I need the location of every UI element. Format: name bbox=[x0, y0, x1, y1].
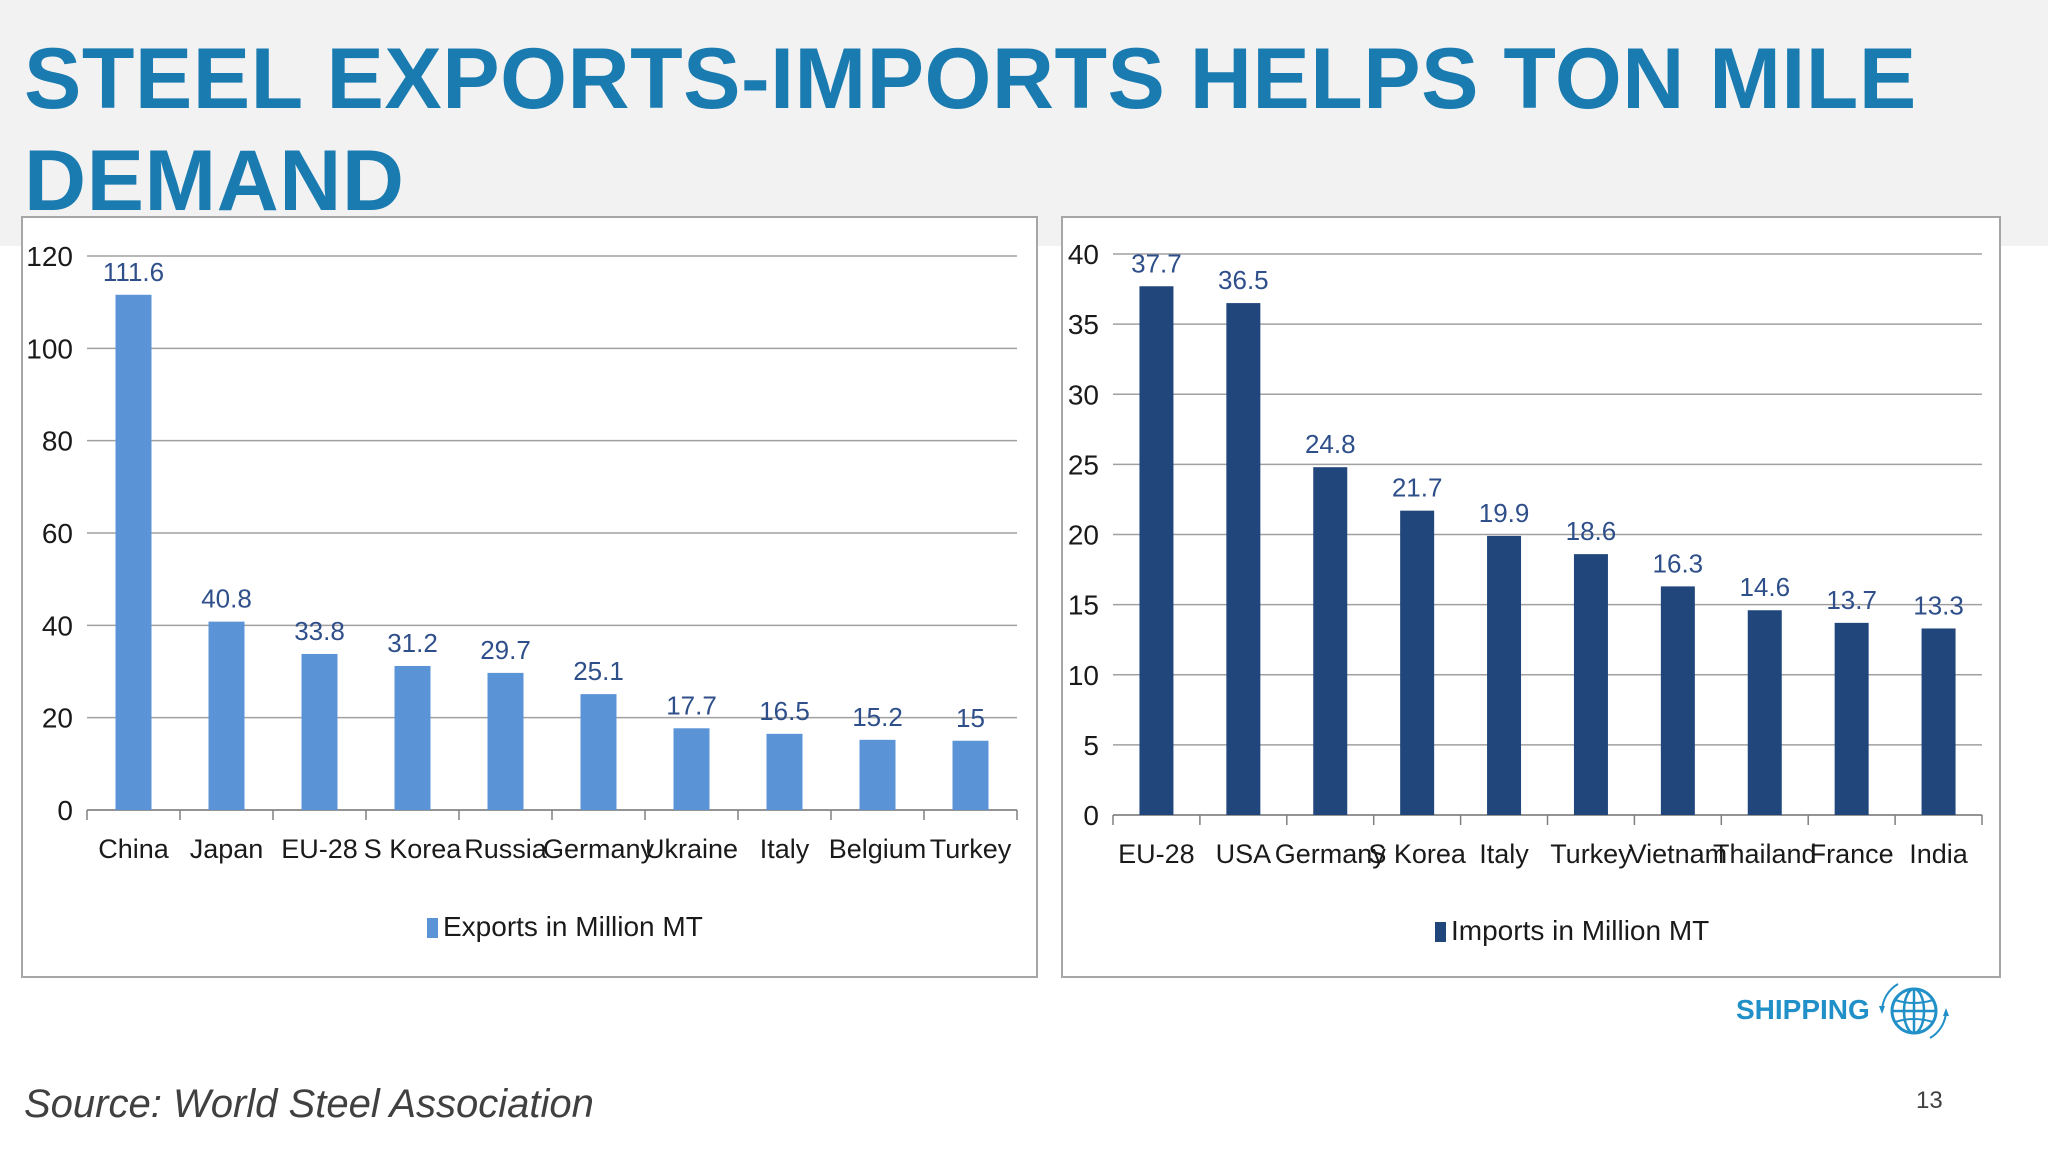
bar bbox=[487, 672, 524, 810]
imports-bar-chart: 0 5 10 15 20 25 30 35 40 37.7 EU-28 36.5 USA 24.8 Germ… bbox=[1068, 239, 1983, 946]
category-label: S Korea bbox=[364, 834, 463, 864]
data-label: 13.7 bbox=[1826, 585, 1877, 615]
category-label: USA bbox=[1216, 839, 1272, 869]
legend-swatch bbox=[427, 918, 438, 938]
category-label: Italy bbox=[1479, 839, 1529, 869]
y-tick-label: 35 bbox=[1068, 309, 1099, 340]
category-label: EU-28 bbox=[1118, 839, 1195, 869]
data-label: 16.5 bbox=[759, 696, 810, 726]
exports-bar-chart: 0 20 40 60 80 100 120 111.6 China 40.8 Japan 33.8 EU… bbox=[26, 241, 1018, 942]
bar bbox=[208, 621, 245, 810]
category-label: Ukraine bbox=[645, 834, 738, 864]
bar bbox=[394, 665, 431, 810]
brand-label: SHIPPING bbox=[1736, 994, 1870, 1025]
legend-label: Imports in Million MT bbox=[1451, 915, 1709, 946]
bar bbox=[1313, 467, 1348, 815]
bar bbox=[301, 653, 338, 810]
data-label: 37.7 bbox=[1131, 248, 1182, 278]
slide-title: STEEL EXPORTS-IMPORTS HELPS TON MILE DEM… bbox=[24, 31, 1917, 229]
y-tick-label: 20 bbox=[1068, 520, 1099, 551]
bar bbox=[1400, 510, 1435, 815]
category-label: Japan bbox=[190, 834, 264, 864]
y-tick-label: 40 bbox=[1068, 239, 1099, 270]
y-tick-label: 25 bbox=[1068, 449, 1099, 480]
data-label: 15.2 bbox=[852, 702, 903, 732]
bar bbox=[1660, 586, 1695, 815]
data-label: 29.7 bbox=[480, 635, 531, 665]
y-tick-label: 15 bbox=[1068, 590, 1099, 621]
category-label: Thailand bbox=[1713, 839, 1817, 869]
category-label: Turkey bbox=[930, 834, 1012, 864]
y-tick-label: 120 bbox=[26, 241, 73, 272]
globe-icon bbox=[1879, 983, 1949, 1039]
bar bbox=[115, 294, 152, 810]
category-label: Italy bbox=[760, 834, 810, 864]
bar bbox=[1747, 610, 1782, 815]
y-tick-label: 20 bbox=[42, 703, 73, 734]
data-label: 111.6 bbox=[103, 257, 164, 287]
bar bbox=[859, 739, 896, 810]
category-label: Belgium bbox=[829, 834, 927, 864]
bar bbox=[1573, 554, 1608, 815]
bar bbox=[952, 740, 989, 810]
category-label: Russia bbox=[464, 834, 548, 864]
data-label: 18.6 bbox=[1566, 516, 1617, 546]
header-band bbox=[0, 0, 2048, 246]
bar bbox=[673, 728, 710, 810]
y-tick-label: 40 bbox=[42, 610, 73, 641]
data-label: 21.7 bbox=[1392, 473, 1443, 503]
legend: Exports in Million MT bbox=[427, 911, 703, 942]
bar bbox=[580, 694, 617, 810]
y-tick-label: 5 bbox=[1083, 730, 1099, 761]
data-label: 17.7 bbox=[666, 690, 717, 720]
brand-logo: SHIPPING bbox=[1736, 976, 1956, 1046]
y-tick-label: 0 bbox=[1083, 800, 1099, 831]
data-label: 36.5 bbox=[1218, 265, 1269, 295]
legend-label: Exports in Million MT bbox=[443, 911, 703, 942]
bar bbox=[1834, 622, 1869, 815]
legend: Imports in Million MT bbox=[1435, 915, 1709, 946]
data-label: 19.9 bbox=[1479, 498, 1530, 528]
data-label: 40.8 bbox=[201, 584, 252, 614]
imports-chart-panel: 0 5 10 15 20 25 30 35 40 37.7 EU-28 36.5 USA 24.8 Germ… bbox=[1061, 216, 2001, 978]
data-label: 25.1 bbox=[573, 656, 624, 686]
data-label: 24.8 bbox=[1305, 429, 1356, 459]
category-label: S Korea bbox=[1368, 839, 1467, 869]
bar bbox=[1226, 303, 1261, 815]
bar bbox=[1487, 535, 1522, 815]
y-tick-label: 80 bbox=[42, 426, 73, 457]
y-tick-label: 10 bbox=[1068, 660, 1099, 691]
category-label: China bbox=[98, 834, 170, 864]
y-tick-label: 0 bbox=[57, 795, 73, 826]
bar bbox=[1921, 628, 1956, 815]
data-label: 16.3 bbox=[1653, 548, 1704, 578]
source-note: Source: World Steel Association bbox=[24, 1082, 594, 1126]
category-label: Vietnam bbox=[1629, 839, 1728, 869]
category-label: Germany bbox=[543, 834, 655, 864]
data-label: 15 bbox=[956, 703, 985, 733]
legend-swatch bbox=[1435, 922, 1446, 942]
category-label: Turkey bbox=[1550, 839, 1632, 869]
data-label: 33.8 bbox=[294, 616, 345, 646]
y-tick-label: 100 bbox=[26, 333, 73, 364]
exports-chart-panel: 0 20 40 60 80 100 120 111.6 China 40.8 Japan 33.8 EU… bbox=[21, 216, 1038, 978]
y-tick-label: 60 bbox=[42, 518, 73, 549]
category-label: EU-28 bbox=[281, 834, 358, 864]
y-tick-label: 30 bbox=[1068, 379, 1099, 410]
category-label: France bbox=[1810, 839, 1894, 869]
data-label: 13.3 bbox=[1913, 590, 1964, 620]
page-number: 13 bbox=[1916, 1087, 1943, 1114]
bar bbox=[766, 733, 803, 810]
category-label: Germany bbox=[1275, 839, 1387, 869]
data-label: 14.6 bbox=[1739, 572, 1790, 602]
category-label: India bbox=[1909, 839, 1969, 869]
data-label: 31.2 bbox=[387, 628, 438, 658]
bar bbox=[1139, 286, 1174, 815]
